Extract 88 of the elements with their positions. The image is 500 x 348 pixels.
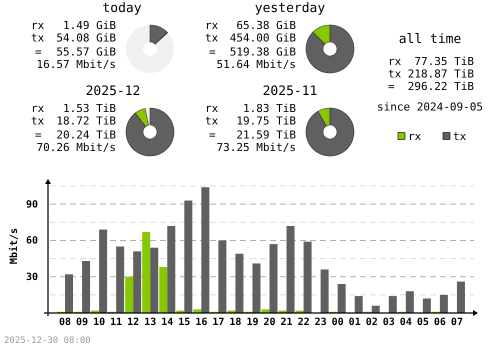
chart-title: today [102, 1, 142, 16]
legend-label: tx [453, 130, 467, 143]
text: tx 18.72 TiB [31, 114, 116, 128]
x-tick-label: 02 [366, 317, 378, 328]
x-tick-label: 00 [332, 317, 344, 328]
x-tick-label: 23 [314, 317, 327, 328]
chart-title: yesterday [254, 1, 326, 16]
bar [142, 232, 150, 313]
bar [184, 200, 192, 313]
chart-title: 2025-11 [262, 84, 318, 99]
x-tick-label: 08 [58, 317, 72, 328]
bar [150, 248, 158, 313]
text: all time [398, 32, 462, 47]
text: 70.26 Mbit/s [36, 141, 116, 154]
text: rx 1.83 TiB [205, 102, 296, 115]
x-tick-label: 19 [246, 317, 258, 328]
text: 73.25 Mbit/s [216, 141, 296, 154]
bar [440, 294, 448, 313]
x-tick-label: 14 [161, 317, 174, 328]
x-tick-label: 06 [434, 317, 446, 328]
text: 2025-12-30 08:00 [4, 336, 91, 346]
x-tick-label: 03 [382, 317, 395, 328]
y-tick-label: 30 [26, 272, 38, 283]
bar [235, 254, 244, 313]
text: = 519.38 GiB [209, 46, 296, 58]
x-tick-label: 05 [416, 317, 429, 328]
bar [133, 251, 142, 313]
bar [372, 306, 380, 313]
bar [252, 263, 260, 313]
text: since 2024-09-05 [377, 100, 483, 114]
donut-slice [126, 25, 174, 73]
bar [422, 298, 431, 313]
bar [218, 240, 226, 313]
x-tick-label: 20 [263, 317, 276, 328]
x-tick-label: 18 [229, 317, 242, 328]
text: rx 77.35 TiB [388, 55, 474, 68]
bar [201, 187, 210, 313]
bar [270, 244, 278, 313]
y-tick-label: 90 [26, 199, 38, 210]
chart-title: 2025-12 [86, 84, 140, 99]
text: tx 19.75 TiB [205, 114, 296, 128]
x-tick-label: 11 [110, 317, 122, 328]
x-tick-label: 22 [298, 317, 310, 328]
donut-slice [150, 24, 168, 44]
text: rx 1.53 TiB [31, 102, 116, 115]
bar [304, 242, 312, 313]
x-tick-label: 21 [280, 317, 293, 328]
bar [286, 226, 295, 313]
text: rx 1.49 GiB [31, 19, 116, 32]
y-tick-label: 60 [26, 236, 38, 247]
legend-label: rx [408, 130, 422, 143]
bar [82, 261, 90, 313]
text: = 21.59 TiB [209, 128, 296, 142]
donut-slice [306, 24, 354, 74]
text: tx 218.87 TiB [388, 68, 474, 80]
bar [456, 282, 465, 313]
bar [406, 291, 414, 313]
x-tick-label: 10 [93, 317, 106, 328]
donut-slice [306, 108, 354, 156]
bar [167, 226, 176, 313]
text: = 55.57 GiB [35, 46, 116, 58]
x-tick-label: 15 [178, 317, 190, 328]
bar [99, 230, 108, 313]
x-tick-label: 04 [400, 317, 412, 328]
x-tick-label: 09 [76, 317, 88, 328]
x-tick-label: 13 [144, 317, 156, 328]
bar [338, 284, 346, 313]
bar [320, 269, 329, 313]
text: rx 65.38 GiB [205, 19, 296, 32]
bar [354, 296, 363, 313]
x-tick-label: 12 [127, 317, 140, 328]
bar [388, 296, 397, 313]
text: tx 454.00 GiB [205, 32, 296, 44]
text: 51.64 Mbit/s [216, 58, 296, 71]
y-axis-title: Mbit/s [8, 228, 20, 264]
x-tick-label: 01 [348, 317, 361, 328]
bar [159, 267, 168, 313]
x-tick-label: 17 [212, 317, 224, 328]
x-tick-label: 16 [195, 317, 208, 328]
bar [125, 276, 134, 313]
x-tick-label: 07 [450, 317, 463, 328]
bar [116, 246, 124, 313]
bar [65, 274, 74, 313]
text: 16.57 Mbit/s [36, 58, 116, 71]
text: tx 54.08 GiB [31, 32, 116, 44]
text: = 296.22 TiB [388, 80, 474, 93]
text: = 20.24 TiB [35, 128, 116, 142]
donut-slice [126, 108, 174, 156]
